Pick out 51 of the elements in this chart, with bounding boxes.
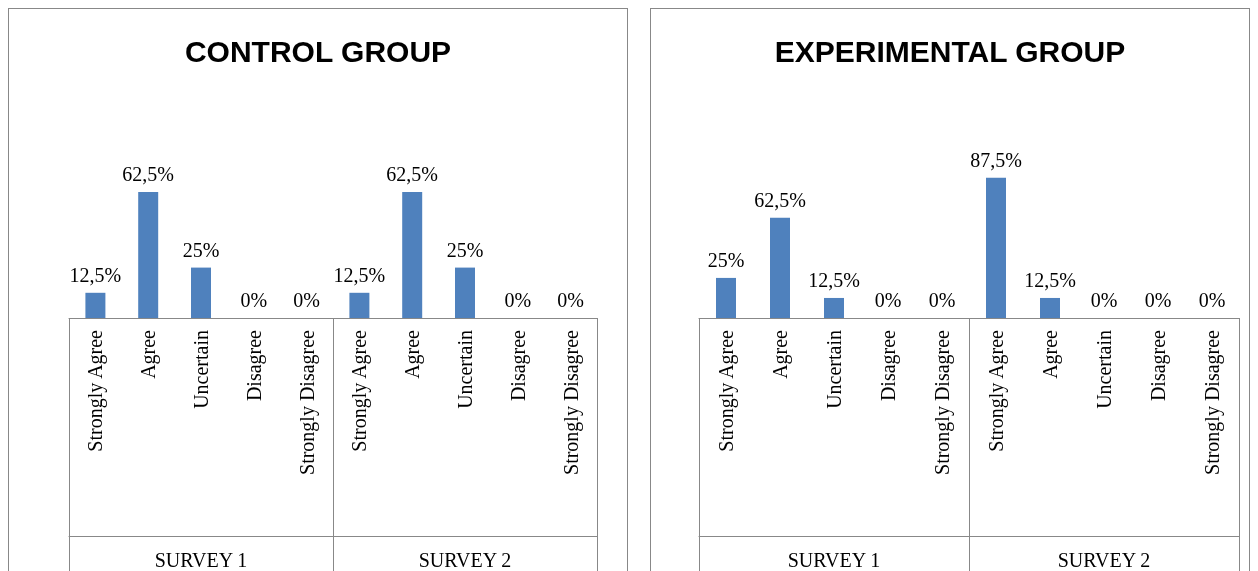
data-label: 12,5% <box>808 268 860 291</box>
data-label: 0% <box>504 289 532 311</box>
x-tick-label: Uncertain <box>454 330 476 409</box>
bar <box>770 217 790 318</box>
x-tick-label: Strongly Disagree <box>931 329 954 475</box>
x-tick-label: Uncertain <box>823 330 845 409</box>
x-tick-label: Uncertain <box>1093 330 1115 409</box>
data-label: 12,5% <box>69 263 122 286</box>
data-label: 25% <box>707 248 745 271</box>
data-label: 0% <box>1144 289 1172 311</box>
text: SURVEY 2 <box>418 549 512 571</box>
x-tick-label: Agree <box>769 329 792 379</box>
bar <box>986 177 1006 318</box>
data-label: 25% <box>446 238 484 261</box>
data-label: 0% <box>1198 289 1226 311</box>
x-tick-label: Strongly Disagree <box>1201 329 1224 475</box>
data-label: 87,5% <box>970 148 1022 171</box>
x-tick-label: Disagree <box>1147 329 1170 402</box>
x-tick-label: Strongly Agree <box>985 329 1008 452</box>
data-label: 62,5% <box>122 162 175 185</box>
bar <box>716 277 736 318</box>
data-label: 0% <box>1090 289 1118 311</box>
text: SURVEY 1 <box>154 549 248 571</box>
x-tick-label: Uncertain <box>190 330 212 409</box>
bar <box>1040 297 1060 318</box>
text: SURVEY 1 <box>787 549 881 571</box>
data-label: 0% <box>240 289 268 311</box>
x-tick-label: Strongly Disagree <box>559 329 583 475</box>
x-tick-label: Disagree <box>877 329 900 402</box>
bar <box>824 297 844 318</box>
x-tick-label: Strongly Disagree <box>295 329 319 475</box>
data-label: 0% <box>293 289 320 311</box>
x-tick-label: Disagree <box>506 329 530 402</box>
chart-title: EXPERIMENTAL GROUP <box>774 34 1126 68</box>
data-label: 25% <box>182 238 220 261</box>
data-label: 0% <box>928 289 956 311</box>
x-tick-label: Strongly Agree <box>348 329 372 452</box>
x-tick-label: Strongly Agree <box>84 329 108 452</box>
x-tick-label: Strongly Agree <box>715 329 738 452</box>
data-label: 12,5% <box>333 263 386 286</box>
x-tick-label: Agree <box>401 329 425 379</box>
x-tick-label: Agree <box>137 329 161 379</box>
x-tick-label: Disagree <box>242 329 266 402</box>
data-label: 62,5% <box>754 188 806 211</box>
x-tick-label: Agree <box>1039 329 1062 379</box>
data-label: 12,5% <box>1024 268 1076 291</box>
data-label: 0% <box>874 289 902 311</box>
data-label: 0% <box>557 289 584 311</box>
text: SURVEY 2 <box>1057 549 1151 571</box>
chart-title: CONTROL GROUP <box>184 34 452 68</box>
data-label: 62,5% <box>386 162 439 185</box>
